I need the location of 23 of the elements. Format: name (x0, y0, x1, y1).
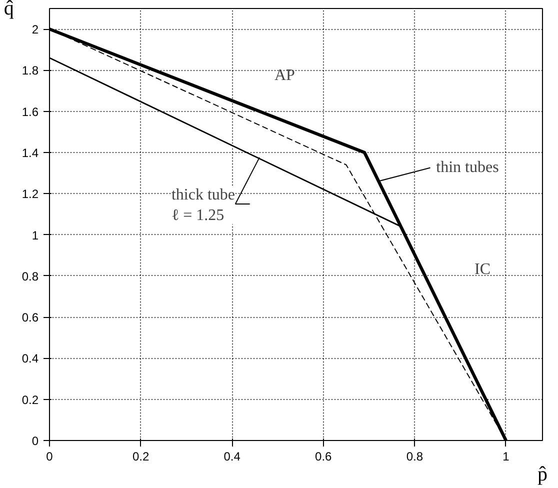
x-tick-label: 1 (502, 450, 510, 464)
y-axis-title: q̂ (4, 0, 14, 20)
y-tick-label: 1.4 (22, 146, 39, 160)
y-tick-label: 2 (32, 22, 39, 37)
y-tick-label: 0.2 (22, 392, 39, 407)
y-tick-label: 1.8 (22, 64, 39, 78)
x-tick-label: 0.2 (132, 450, 150, 464)
annotation: thick tube ℓ = 1.25 (171, 186, 236, 224)
x-axis-title: p̂ (538, 464, 548, 486)
annotation: AP (274, 67, 296, 84)
y-tick-label: 0 (32, 434, 39, 448)
y-tick-label: 0.4 (22, 352, 39, 366)
annotation: IC (474, 261, 490, 278)
y-tick-label: 0.8 (22, 269, 39, 284)
x-tick-label: 0 (46, 450, 54, 464)
y-tick-label: 1.6 (22, 104, 39, 119)
y-tick-label: 1.2 (22, 187, 39, 202)
y-tick-label: 1 (32, 228, 39, 242)
annotation: thin tubes (436, 158, 499, 176)
x-tick-label: 0.8 (406, 450, 424, 464)
x-tick-label: 0.4 (224, 450, 241, 464)
y-tick-label: 0.6 (22, 310, 39, 325)
x-tick-label: 0.6 (315, 450, 332, 464)
